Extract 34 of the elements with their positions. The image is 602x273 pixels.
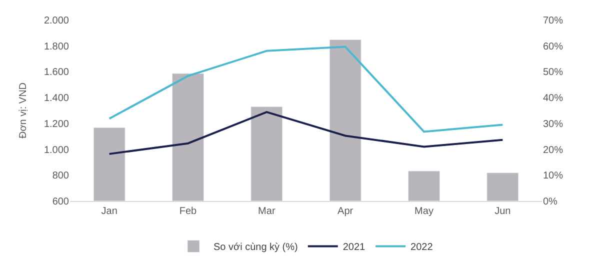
x-tick-label: Jun	[494, 206, 511, 217]
line-series	[108, 111, 504, 155]
line-series	[108, 46, 504, 133]
y2-tick-label: 60%	[543, 41, 564, 52]
y2-tick-label: 0%	[543, 196, 558, 208]
y2-tick-label: 20%	[543, 144, 564, 156]
y-axis-title: Đơn vị: VND	[18, 82, 29, 139]
y-tick-label: 800	[52, 170, 70, 182]
y2-tick-label: 70%	[543, 16, 564, 26]
legend-label: 2021	[342, 242, 366, 254]
y-tick-label: 1.000	[44, 144, 70, 156]
legend-label: 2022	[410, 242, 434, 254]
x-tick-label: May	[414, 206, 434, 217]
legend-label: So với cùng kỳ (%)	[214, 242, 298, 254]
y2-tick-label: 40%	[543, 93, 564, 104]
x-tick-label: Apr	[338, 206, 354, 217]
x-tick-label: Feb	[179, 206, 198, 217]
bar	[172, 73, 204, 201]
y-tick-label: 1.400	[44, 93, 70, 104]
y2-tick-label: 10%	[543, 170, 564, 182]
x-tick-label: Jan	[101, 206, 118, 217]
bar	[250, 106, 283, 201]
y-tick-label: 1.200	[44, 118, 70, 130]
bar	[329, 39, 362, 201]
bar	[486, 172, 519, 201]
y-tick-label: 1.800	[44, 41, 70, 52]
y-tick-label: 1.600	[44, 67, 70, 78]
y2-tick-label: 30%	[543, 118, 564, 130]
x-tick-label: Mar	[258, 206, 276, 217]
bar	[93, 127, 126, 201]
y-tick-label: 600	[52, 196, 70, 208]
y2-tick-label: 50%	[543, 67, 564, 78]
y-tick-label: 2.000	[44, 16, 70, 26]
bar	[408, 170, 440, 201]
